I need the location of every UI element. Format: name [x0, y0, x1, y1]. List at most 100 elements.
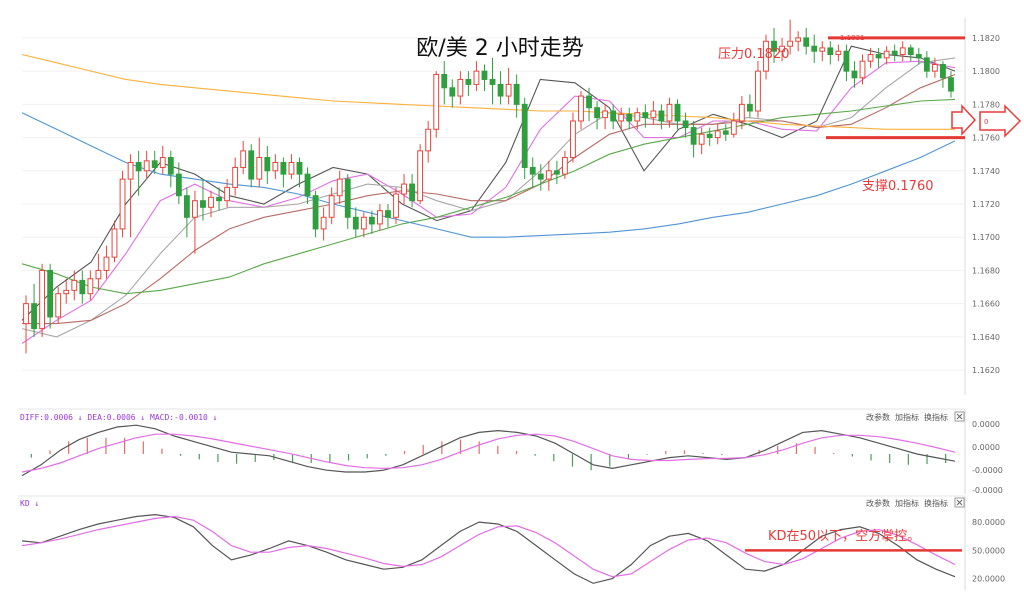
candle-body — [433, 73, 440, 130]
candle-body — [650, 110, 657, 119]
candle — [31, 283, 37, 337]
candle-body — [272, 161, 279, 172]
candle — [425, 120, 432, 163]
moving-average-line-5 — [21, 98, 956, 295]
candle — [529, 157, 536, 188]
candle — [915, 47, 922, 65]
candle-body — [393, 193, 399, 218]
candle — [835, 44, 842, 62]
macd-panel: DIFF:0.0006 ↓ DEA:0.0006 ↓ MACD:-0.0010 … — [18, 408, 1003, 495]
candle-body — [714, 130, 721, 139]
candle-body — [915, 54, 922, 59]
candle-body — [795, 37, 802, 42]
candle — [47, 263, 54, 329]
candle — [417, 144, 424, 205]
candle — [923, 51, 930, 78]
candle — [23, 295, 29, 354]
candle-body — [835, 50, 842, 56]
macd-tick-label: 0.0000 — [972, 443, 1000, 452]
candle — [561, 150, 568, 180]
candle-body — [489, 78, 496, 85]
candle-body — [931, 64, 938, 72]
candle — [481, 64, 488, 92]
candle — [63, 278, 70, 304]
candle-body — [666, 103, 673, 122]
candle-body — [561, 157, 568, 175]
candle — [312, 190, 319, 238]
candle-body — [497, 83, 504, 97]
candle — [304, 167, 311, 205]
candle-body — [175, 173, 182, 197]
kd-panel-buttons: 改参数 加指标 换指标 — [866, 497, 965, 508]
candle-body — [401, 183, 407, 195]
kd-legend: KD ↓ — [20, 499, 39, 508]
candle — [594, 101, 600, 130]
candle — [433, 71, 440, 138]
price-tick-label: 1.1660 — [972, 300, 1000, 309]
candle — [891, 44, 898, 62]
candle — [875, 47, 882, 68]
kd-tick-label: 80.0000 — [972, 518, 1005, 527]
candle-body — [610, 110, 617, 122]
candle-body — [578, 95, 584, 122]
candle — [690, 120, 697, 158]
candle — [224, 179, 231, 208]
candle — [738, 96, 745, 130]
candle — [626, 107, 633, 130]
kd-panel: KD ↓ 改参数 加指标 换指标 80.0000 50.0000 20.0000 KD在… — [18, 495, 1005, 590]
kd-lines — [21, 513, 962, 584]
candle-body — [208, 196, 214, 208]
candle — [208, 190, 214, 218]
candle-body — [159, 157, 166, 168]
candle-body — [232, 166, 239, 188]
candle — [811, 34, 818, 63]
recent-high-label: 1.1831 — [840, 34, 865, 42]
candle-body — [224, 186, 231, 202]
price-tick-label: 1.1800 — [972, 67, 1000, 76]
candle — [377, 204, 383, 231]
candle-body — [312, 195, 319, 230]
candle — [819, 41, 826, 62]
kd-note: KD在50以下，空方掌控。 — [768, 528, 920, 544]
candle — [360, 212, 367, 238]
chart-title: 欧/美 2 小时走势 — [416, 36, 583, 61]
candle-body — [537, 173, 544, 180]
candle — [135, 150, 142, 196]
candle — [280, 157, 287, 188]
candle — [505, 67, 512, 105]
candle-body — [280, 161, 287, 175]
candle-body — [618, 113, 625, 122]
candle-body — [47, 269, 54, 318]
candle — [216, 187, 222, 211]
candle-body — [304, 173, 311, 197]
main-panel: 1.1820 1.1800 1.1780 1.1760 1.1740 1.1720 1.17… — [21, 18, 1022, 395]
candle-body — [240, 150, 247, 168]
price-ticks: 1.1820 1.1800 1.1780 1.1760 1.1740 1.1720 1.17… — [22, 34, 1000, 375]
candle-body — [602, 110, 609, 119]
price-tick-label: 1.1680 — [972, 266, 1000, 275]
candle-body — [377, 210, 383, 225]
candle — [763, 34, 769, 80]
candle — [39, 263, 46, 337]
candle-body — [529, 166, 536, 175]
candle — [706, 127, 713, 146]
candle — [787, 19, 794, 55]
moving-average-lines — [21, 45, 956, 344]
macd-lines — [21, 424, 956, 477]
candle-body — [216, 196, 222, 202]
candle — [232, 157, 239, 196]
candle — [545, 160, 552, 191]
candle-body — [320, 216, 327, 230]
candle-body — [722, 130, 729, 135]
candle-body — [192, 200, 198, 218]
candle — [368, 210, 375, 234]
candle-body — [891, 50, 898, 56]
price-tick-label: 1.1760 — [972, 134, 1000, 143]
panel-button: 改参数 — [866, 412, 890, 422]
candle — [570, 112, 576, 163]
price-tick-label: 1.1620 — [972, 366, 1000, 375]
candle-body — [674, 103, 681, 122]
candle — [401, 174, 407, 205]
candle-body — [642, 112, 649, 119]
close-icon-cross — [956, 413, 963, 420]
